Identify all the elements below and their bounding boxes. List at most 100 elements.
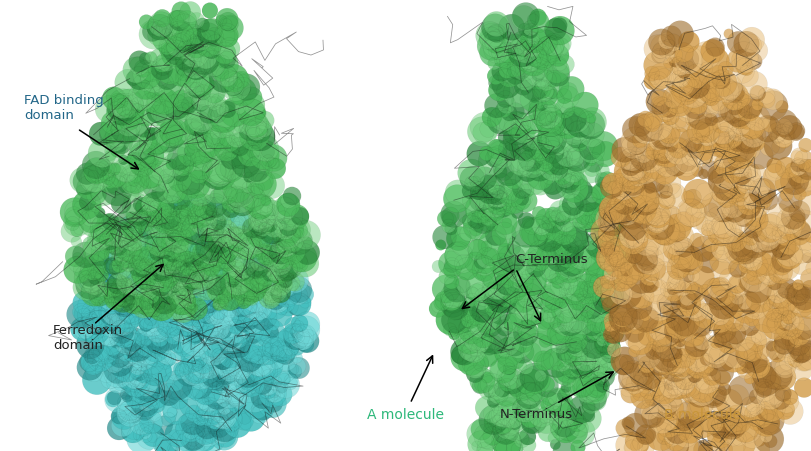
Circle shape xyxy=(145,229,173,256)
Circle shape xyxy=(655,167,674,185)
Circle shape xyxy=(554,295,568,308)
Circle shape xyxy=(770,124,794,147)
Circle shape xyxy=(250,213,267,230)
Circle shape xyxy=(752,409,779,437)
Circle shape xyxy=(792,286,807,301)
Circle shape xyxy=(787,333,811,362)
Circle shape xyxy=(565,247,577,260)
Circle shape xyxy=(603,201,625,223)
Circle shape xyxy=(150,233,175,258)
Circle shape xyxy=(495,433,520,451)
Circle shape xyxy=(514,69,535,91)
Circle shape xyxy=(501,218,511,228)
Circle shape xyxy=(581,310,593,323)
Circle shape xyxy=(114,301,128,315)
Circle shape xyxy=(637,441,648,451)
Circle shape xyxy=(757,91,787,120)
Circle shape xyxy=(137,347,165,375)
Circle shape xyxy=(552,440,574,451)
Circle shape xyxy=(690,236,715,262)
Circle shape xyxy=(466,210,486,229)
Circle shape xyxy=(728,209,752,233)
Circle shape xyxy=(165,421,191,447)
Circle shape xyxy=(208,269,230,290)
Circle shape xyxy=(519,393,540,413)
Circle shape xyxy=(753,115,780,142)
Circle shape xyxy=(146,101,169,123)
Circle shape xyxy=(551,298,576,323)
Circle shape xyxy=(554,165,567,178)
Circle shape xyxy=(723,29,733,39)
Circle shape xyxy=(684,281,697,294)
Circle shape xyxy=(76,331,104,359)
Circle shape xyxy=(702,220,712,231)
Circle shape xyxy=(208,229,232,254)
Circle shape xyxy=(195,415,219,439)
Circle shape xyxy=(490,192,502,203)
Circle shape xyxy=(266,244,294,272)
Circle shape xyxy=(118,363,146,392)
Circle shape xyxy=(710,259,730,279)
Circle shape xyxy=(500,105,517,121)
Circle shape xyxy=(597,224,614,241)
Circle shape xyxy=(651,382,672,401)
Circle shape xyxy=(246,291,257,302)
Circle shape xyxy=(179,356,209,386)
Circle shape xyxy=(670,347,682,359)
Circle shape xyxy=(710,281,735,306)
Circle shape xyxy=(729,163,751,185)
Circle shape xyxy=(526,46,547,67)
Circle shape xyxy=(230,192,255,216)
Circle shape xyxy=(230,229,260,259)
Circle shape xyxy=(658,191,673,206)
Circle shape xyxy=(656,153,669,166)
Circle shape xyxy=(133,288,160,315)
Circle shape xyxy=(737,112,755,129)
Circle shape xyxy=(767,259,792,284)
Circle shape xyxy=(105,387,130,413)
Circle shape xyxy=(218,357,242,382)
Circle shape xyxy=(136,262,157,282)
Circle shape xyxy=(753,191,771,208)
Circle shape xyxy=(464,357,486,378)
Circle shape xyxy=(268,387,279,398)
Circle shape xyxy=(220,272,247,299)
Circle shape xyxy=(621,362,633,373)
Circle shape xyxy=(254,195,274,215)
Circle shape xyxy=(596,265,612,281)
Circle shape xyxy=(187,296,211,319)
Circle shape xyxy=(508,230,538,260)
Circle shape xyxy=(163,312,174,322)
Circle shape xyxy=(743,436,769,451)
Circle shape xyxy=(614,164,644,193)
Circle shape xyxy=(535,208,556,230)
Circle shape xyxy=(101,314,125,338)
Circle shape xyxy=(755,228,780,253)
Circle shape xyxy=(775,173,796,194)
Circle shape xyxy=(162,153,186,176)
Circle shape xyxy=(487,141,515,168)
Circle shape xyxy=(547,216,558,226)
Circle shape xyxy=(165,327,182,345)
Circle shape xyxy=(693,311,705,323)
Circle shape xyxy=(170,380,192,401)
Circle shape xyxy=(244,312,272,340)
Circle shape xyxy=(504,302,516,314)
Circle shape xyxy=(194,419,222,446)
Circle shape xyxy=(229,266,239,276)
Circle shape xyxy=(558,346,576,364)
Circle shape xyxy=(112,257,127,273)
Circle shape xyxy=(520,184,534,198)
Circle shape xyxy=(146,216,157,227)
Circle shape xyxy=(497,244,526,273)
Circle shape xyxy=(521,414,541,434)
Circle shape xyxy=(120,388,131,400)
Circle shape xyxy=(637,372,664,400)
Circle shape xyxy=(203,55,225,77)
Circle shape xyxy=(501,397,517,414)
Circle shape xyxy=(637,356,654,373)
Circle shape xyxy=(728,155,750,177)
Circle shape xyxy=(212,262,228,276)
Circle shape xyxy=(518,428,535,445)
Circle shape xyxy=(675,117,685,128)
